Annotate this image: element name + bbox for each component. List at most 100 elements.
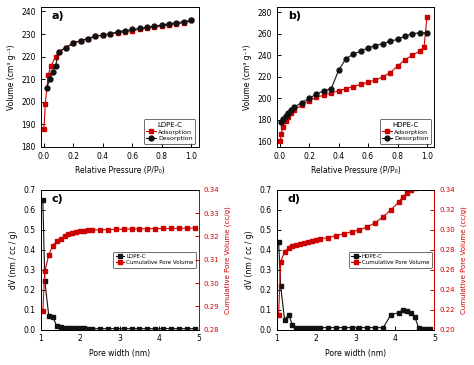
HDPE-C (341, 326, 346, 330)
Cumulative Pore Volume (276, 312, 282, 317)
Line: HDPE-C: HDPE-C (276, 239, 433, 331)
Text: b): b) (288, 11, 301, 21)
LDPE-C (168, 326, 174, 331)
Cumulative Pore Volume (40, 309, 46, 313)
HDPE-C (419, 326, 425, 331)
Y-axis label: Volume (cm³ g⁻¹): Volume (cm³ g⁻¹) (7, 44, 16, 110)
Cumulative Pore Volume (396, 200, 402, 204)
Cumulative Pore Volume (46, 253, 52, 257)
Adsorption (424, 15, 430, 19)
Adsorption (358, 82, 364, 87)
Desorption (402, 34, 408, 38)
Cumulative Pore Volume (54, 239, 59, 243)
Cumulative Pore Volume (400, 195, 406, 199)
Cumulative Pore Volume (424, 184, 429, 188)
HDPE-C (282, 318, 287, 322)
LDPE-C (73, 326, 79, 330)
Cumulative Pore Volume (105, 227, 111, 232)
Adsorption (286, 115, 292, 119)
HDPE-C (298, 326, 303, 330)
LDPE-C (97, 326, 103, 331)
Adsorption (46, 72, 51, 77)
Cumulative Pore Volume (58, 237, 64, 241)
Adsorption (321, 93, 327, 97)
Cumulative Pore Volume (129, 227, 135, 231)
Adsorption (289, 111, 294, 116)
Desorption (122, 28, 128, 33)
Adsorption (299, 103, 305, 107)
LDPE-C (70, 326, 75, 330)
Cumulative Pore Volume (305, 239, 311, 244)
Cumulative Pore Volume (192, 226, 198, 230)
Desorption (173, 20, 179, 25)
HDPE-C (325, 326, 331, 330)
LDPE-C (152, 326, 158, 331)
Cumulative Pore Volume (412, 186, 418, 190)
HDPE-C (301, 326, 307, 330)
Cumulative Pore Volume (282, 250, 287, 254)
Adsorption (306, 98, 312, 103)
Desorption (44, 86, 50, 90)
Adsorption (152, 25, 157, 30)
Cumulative Pore Volume (168, 226, 174, 231)
Legend: HDPE-C, Cumulative Pore Volume: HDPE-C, Cumulative Pore Volume (349, 252, 432, 268)
HDPE-C (278, 284, 283, 288)
Y-axis label: dV (nm / cc / g): dV (nm / cc / g) (245, 230, 254, 289)
Desorption (283, 114, 288, 118)
Adsorption (395, 64, 401, 68)
Desorption (299, 100, 305, 105)
Adsorption (365, 80, 371, 84)
LDPE-C (192, 326, 198, 331)
Cumulative Pore Volume (89, 228, 95, 232)
Adsorption (278, 132, 284, 136)
Y-axis label: Volume (cm³ g⁻¹): Volume (cm³ g⁻¹) (243, 44, 252, 110)
Adsorption (314, 95, 319, 100)
Text: c): c) (52, 194, 64, 204)
X-axis label: Pore width (nm): Pore width (nm) (89, 349, 150, 358)
Adsorption (336, 89, 341, 93)
Desorption (321, 89, 327, 93)
Cumulative Pore Volume (325, 235, 331, 240)
Adsorption (402, 57, 408, 62)
Adsorption (373, 78, 378, 82)
LDPE-C (40, 197, 46, 202)
HDPE-C (428, 326, 433, 331)
Desorption (336, 68, 341, 73)
Desorption (417, 31, 422, 35)
Adsorption (328, 91, 334, 95)
Desorption (373, 43, 378, 48)
Adsorption (85, 36, 91, 41)
Cumulative Pore Volume (301, 241, 307, 245)
Adsorption (343, 87, 349, 91)
Adsorption (137, 27, 143, 32)
Adsorption (122, 30, 128, 34)
Desorption (387, 39, 393, 43)
HDPE-C (365, 326, 370, 330)
LDPE-C (184, 326, 190, 331)
Cumulative Pore Volume (137, 227, 142, 231)
HDPE-C (276, 239, 282, 244)
Line: LDPE-C: LDPE-C (40, 197, 197, 331)
HDPE-C (333, 326, 338, 330)
Desorption (278, 120, 284, 124)
LDPE-C (129, 326, 135, 331)
Adsorption (181, 20, 187, 25)
Cumulative Pore Volume (380, 215, 386, 219)
LDPE-C (82, 326, 87, 330)
Desorption (343, 56, 349, 61)
Cumulative Pore Volume (416, 185, 421, 189)
LDPE-C (160, 326, 166, 331)
HDPE-C (416, 326, 421, 330)
Desorption (63, 45, 69, 50)
Adsorption (129, 28, 135, 33)
HDPE-C (424, 326, 429, 331)
LDPE-C (137, 326, 142, 331)
LDPE-C (62, 326, 67, 330)
Cumulative Pore Volume (160, 226, 166, 231)
Adsorption (48, 64, 54, 68)
HDPE-C (286, 312, 292, 317)
Adsorption (410, 53, 415, 58)
Adsorption (78, 39, 83, 43)
Cumulative Pore Volume (298, 242, 303, 246)
X-axis label: Pore width (nm): Pore width (nm) (325, 349, 386, 358)
